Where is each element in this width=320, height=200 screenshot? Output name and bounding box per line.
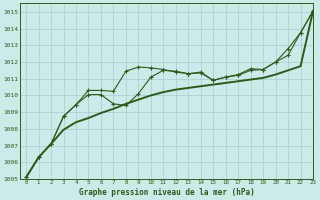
- X-axis label: Graphe pression niveau de la mer (hPa): Graphe pression niveau de la mer (hPa): [79, 188, 254, 197]
